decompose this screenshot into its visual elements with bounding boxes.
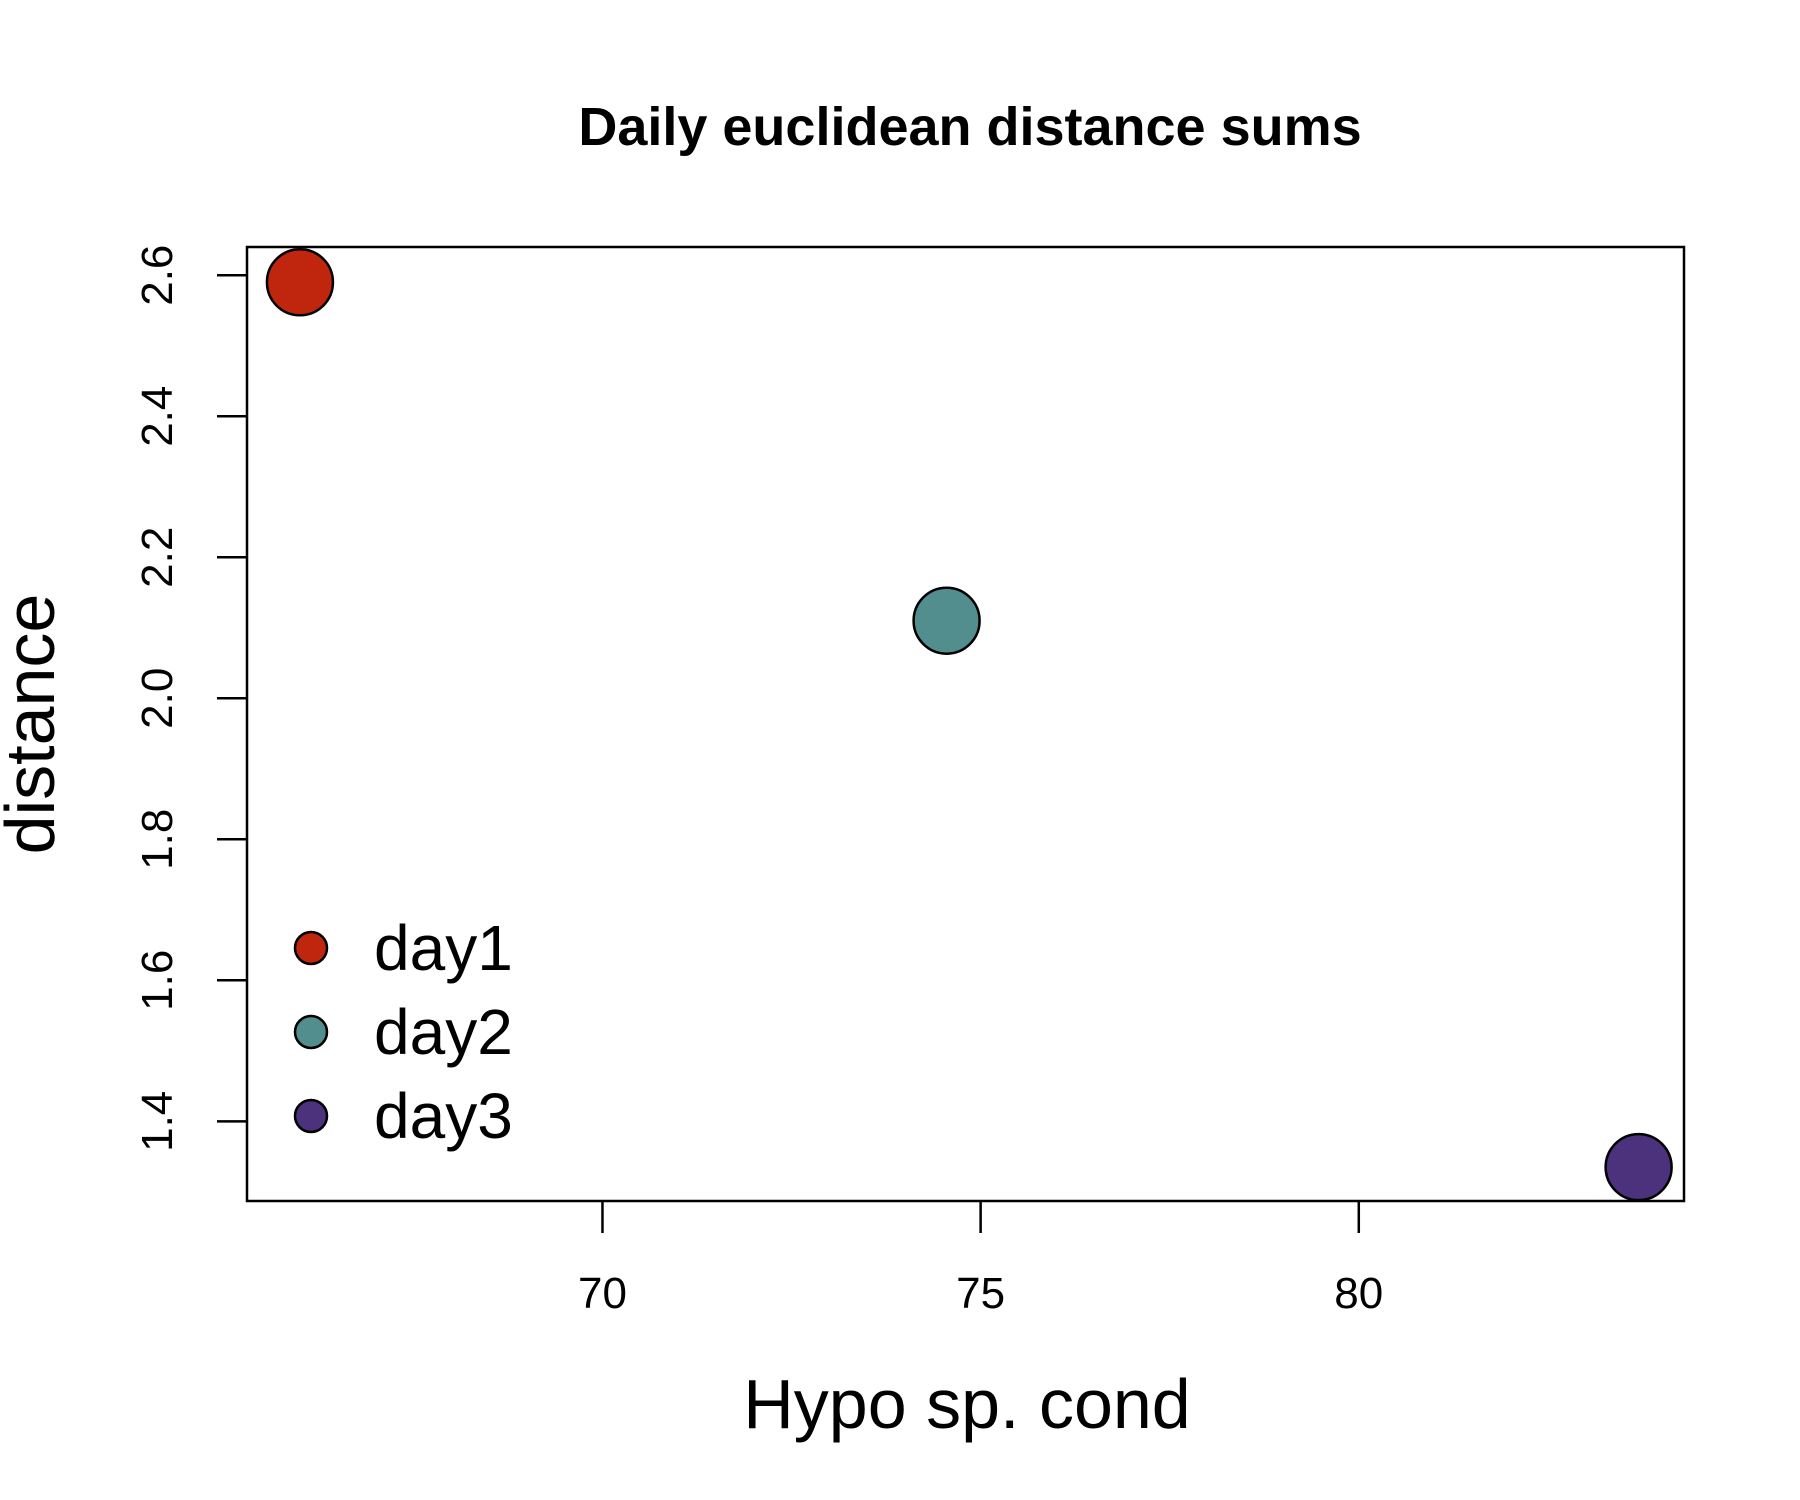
plot-frame [245, 245, 1686, 1203]
x-tick-label: 70 [578, 1269, 627, 1318]
legend-marker-day3 [293, 1098, 329, 1134]
chart-title: Daily euclidean distance sums [578, 97, 1361, 157]
legend-label-day2: day2 [374, 996, 513, 1068]
y-tick-label: 1.8 [133, 809, 182, 870]
y-tick-label: 2.0 [133, 668, 182, 729]
x-tick-label: 80 [1334, 1269, 1383, 1318]
y-tick-label: 1.6 [133, 950, 182, 1011]
x-tick-label: 75 [956, 1269, 1005, 1318]
y-tick-label: 2.4 [133, 386, 182, 447]
data-point-day1 [265, 248, 335, 317]
y-tick-label: 2.6 [133, 245, 182, 306]
x-axis: 70 75 80 [578, 1201, 1383, 1318]
legend-marker-day2 [293, 1014, 329, 1050]
y-tick-label: 1.4 [133, 1091, 182, 1152]
y-tick-label: 2.2 [133, 527, 182, 588]
legend: day1 day2 day3 [293, 912, 513, 1152]
legend-label-day1: day1 [374, 912, 513, 984]
legend-marker-day1 [293, 930, 329, 966]
x-axis-label: Hypo sp. cond [743, 1365, 1190, 1443]
legend-label-day3: day3 [374, 1080, 513, 1152]
data-point-day3 [1604, 1132, 1673, 1202]
y-axis-label: distance [0, 594, 69, 855]
data-points [265, 248, 1673, 1202]
y-axis: 1.4 1.6 1.8 2.0 2.2 2.4 2.6 [133, 245, 247, 1152]
data-point-day2 [912, 586, 981, 655]
